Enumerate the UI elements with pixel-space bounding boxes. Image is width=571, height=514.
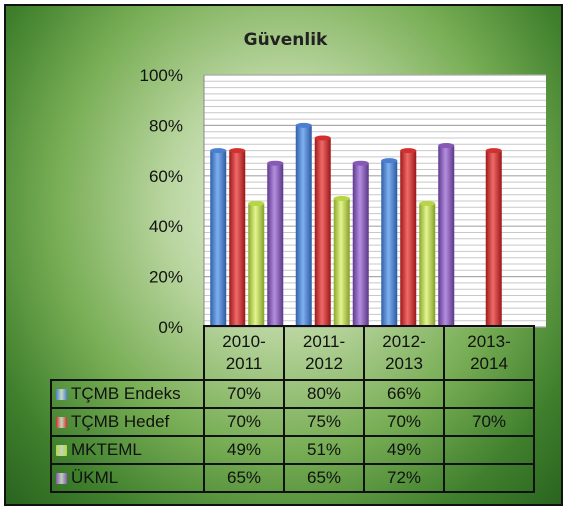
bar-body <box>400 150 417 327</box>
legend-swatch <box>56 417 67 428</box>
bar-body <box>210 150 227 327</box>
bar <box>295 122 312 328</box>
data-label: 72% <box>363 463 445 493</box>
series-label: MKTEML <box>50 435 205 465</box>
data-label: 70% <box>203 407 285 437</box>
bar <box>333 195 350 327</box>
bar-top <box>267 160 284 166</box>
legend-swatch <box>56 445 67 456</box>
bar-body <box>485 150 502 327</box>
data-label <box>443 435 535 465</box>
category-label: 2011- <box>302 332 346 351</box>
bar-body <box>295 125 312 328</box>
chart-title: Güvenlik <box>243 30 328 50</box>
bar-body <box>248 203 265 327</box>
bar <box>400 148 417 327</box>
table-row: ÜKML 65% 65% 72% <box>50 463 535 493</box>
category-label: 2013 <box>385 354 423 373</box>
data-label: 66% <box>363 379 445 409</box>
data-label: 49% <box>363 435 445 465</box>
data-label <box>443 463 535 493</box>
data-label <box>443 379 535 409</box>
bar-body <box>419 203 436 327</box>
bar <box>352 160 369 327</box>
y-tick-label: 40% <box>149 217 183 236</box>
data-label: 65% <box>203 463 285 493</box>
y-tick-label: 80% <box>149 116 183 135</box>
bar-body <box>314 138 331 327</box>
y-axis-ticks: 0%20%40%60%80%100% <box>140 66 183 337</box>
table-corner <box>51 326 205 381</box>
series-label: TÇMB Endeks <box>50 379 205 409</box>
table-row: TÇMB Hedef 70% 75% 70% 70% <box>50 407 535 437</box>
bar <box>267 160 284 327</box>
bar <box>419 201 436 327</box>
category-header: 2012- 2013 <box>363 325 445 381</box>
table-row: MKTEML 49% 51% 49% <box>50 435 535 465</box>
category-label: 2011 <box>225 354 263 373</box>
category-label: 2010- <box>222 332 266 351</box>
data-label: 49% <box>203 435 285 465</box>
series-label: TÇMB Hedef <box>50 407 205 437</box>
bar <box>229 148 246 327</box>
bar-top <box>229 148 246 154</box>
bar-top <box>381 158 398 164</box>
bar-top <box>248 201 265 207</box>
legend-swatch <box>56 473 67 484</box>
bar <box>381 158 398 327</box>
bar-top <box>485 148 502 154</box>
bar-top <box>333 195 350 201</box>
data-label: 80% <box>283 379 365 409</box>
data-label: 70% <box>443 407 535 437</box>
bar-top <box>314 135 331 141</box>
y-tick-label: 100% <box>140 66 183 85</box>
category-label: 2012 <box>305 354 343 373</box>
series-name: TÇMB Endeks <box>71 384 181 403</box>
bar-body <box>438 145 455 327</box>
bar <box>210 148 227 327</box>
bar <box>438 143 455 327</box>
data-table: 2010- 2011 2011- 2012 2012- 2013 2013- 2014 TÇMB… <box>50 325 535 493</box>
category-header: 2013- 2014 <box>443 325 535 381</box>
data-label: 65% <box>283 463 365 493</box>
bar-body <box>229 150 246 327</box>
category-label: 2013- <box>467 332 511 351</box>
bar-top <box>419 201 436 207</box>
data-label: 70% <box>203 379 285 409</box>
bar-top <box>352 160 369 166</box>
bar-top <box>295 122 312 128</box>
legend-swatch <box>56 389 67 400</box>
category-label: 2012- <box>382 332 426 351</box>
bar-top <box>400 148 417 154</box>
series-name: TÇMB Hedef <box>71 412 170 431</box>
category-label: 2014 <box>470 354 508 373</box>
bars <box>210 122 502 328</box>
category-header: 2010- 2011 <box>203 325 285 381</box>
table-row: TÇMB Endeks 70% 80% 66% <box>50 379 535 409</box>
bar-body <box>381 160 398 327</box>
series-name: ÜKML <box>71 468 119 487</box>
bar-top <box>210 148 227 154</box>
category-header: 2011- 2012 <box>283 325 365 381</box>
bar <box>248 201 265 327</box>
bar <box>485 148 502 327</box>
bar-body <box>352 163 369 327</box>
bar-top <box>438 143 455 149</box>
data-label: 51% <box>283 435 365 465</box>
data-label: 75% <box>283 407 365 437</box>
data-label: 70% <box>363 407 445 437</box>
y-tick-label: 20% <box>149 268 183 287</box>
series-label: ÜKML <box>50 463 205 493</box>
series-name: MKTEML <box>71 440 142 459</box>
y-tick-label: 60% <box>149 167 183 186</box>
bar-body <box>267 163 284 327</box>
bar <box>314 135 331 327</box>
bar-body <box>333 198 350 327</box>
